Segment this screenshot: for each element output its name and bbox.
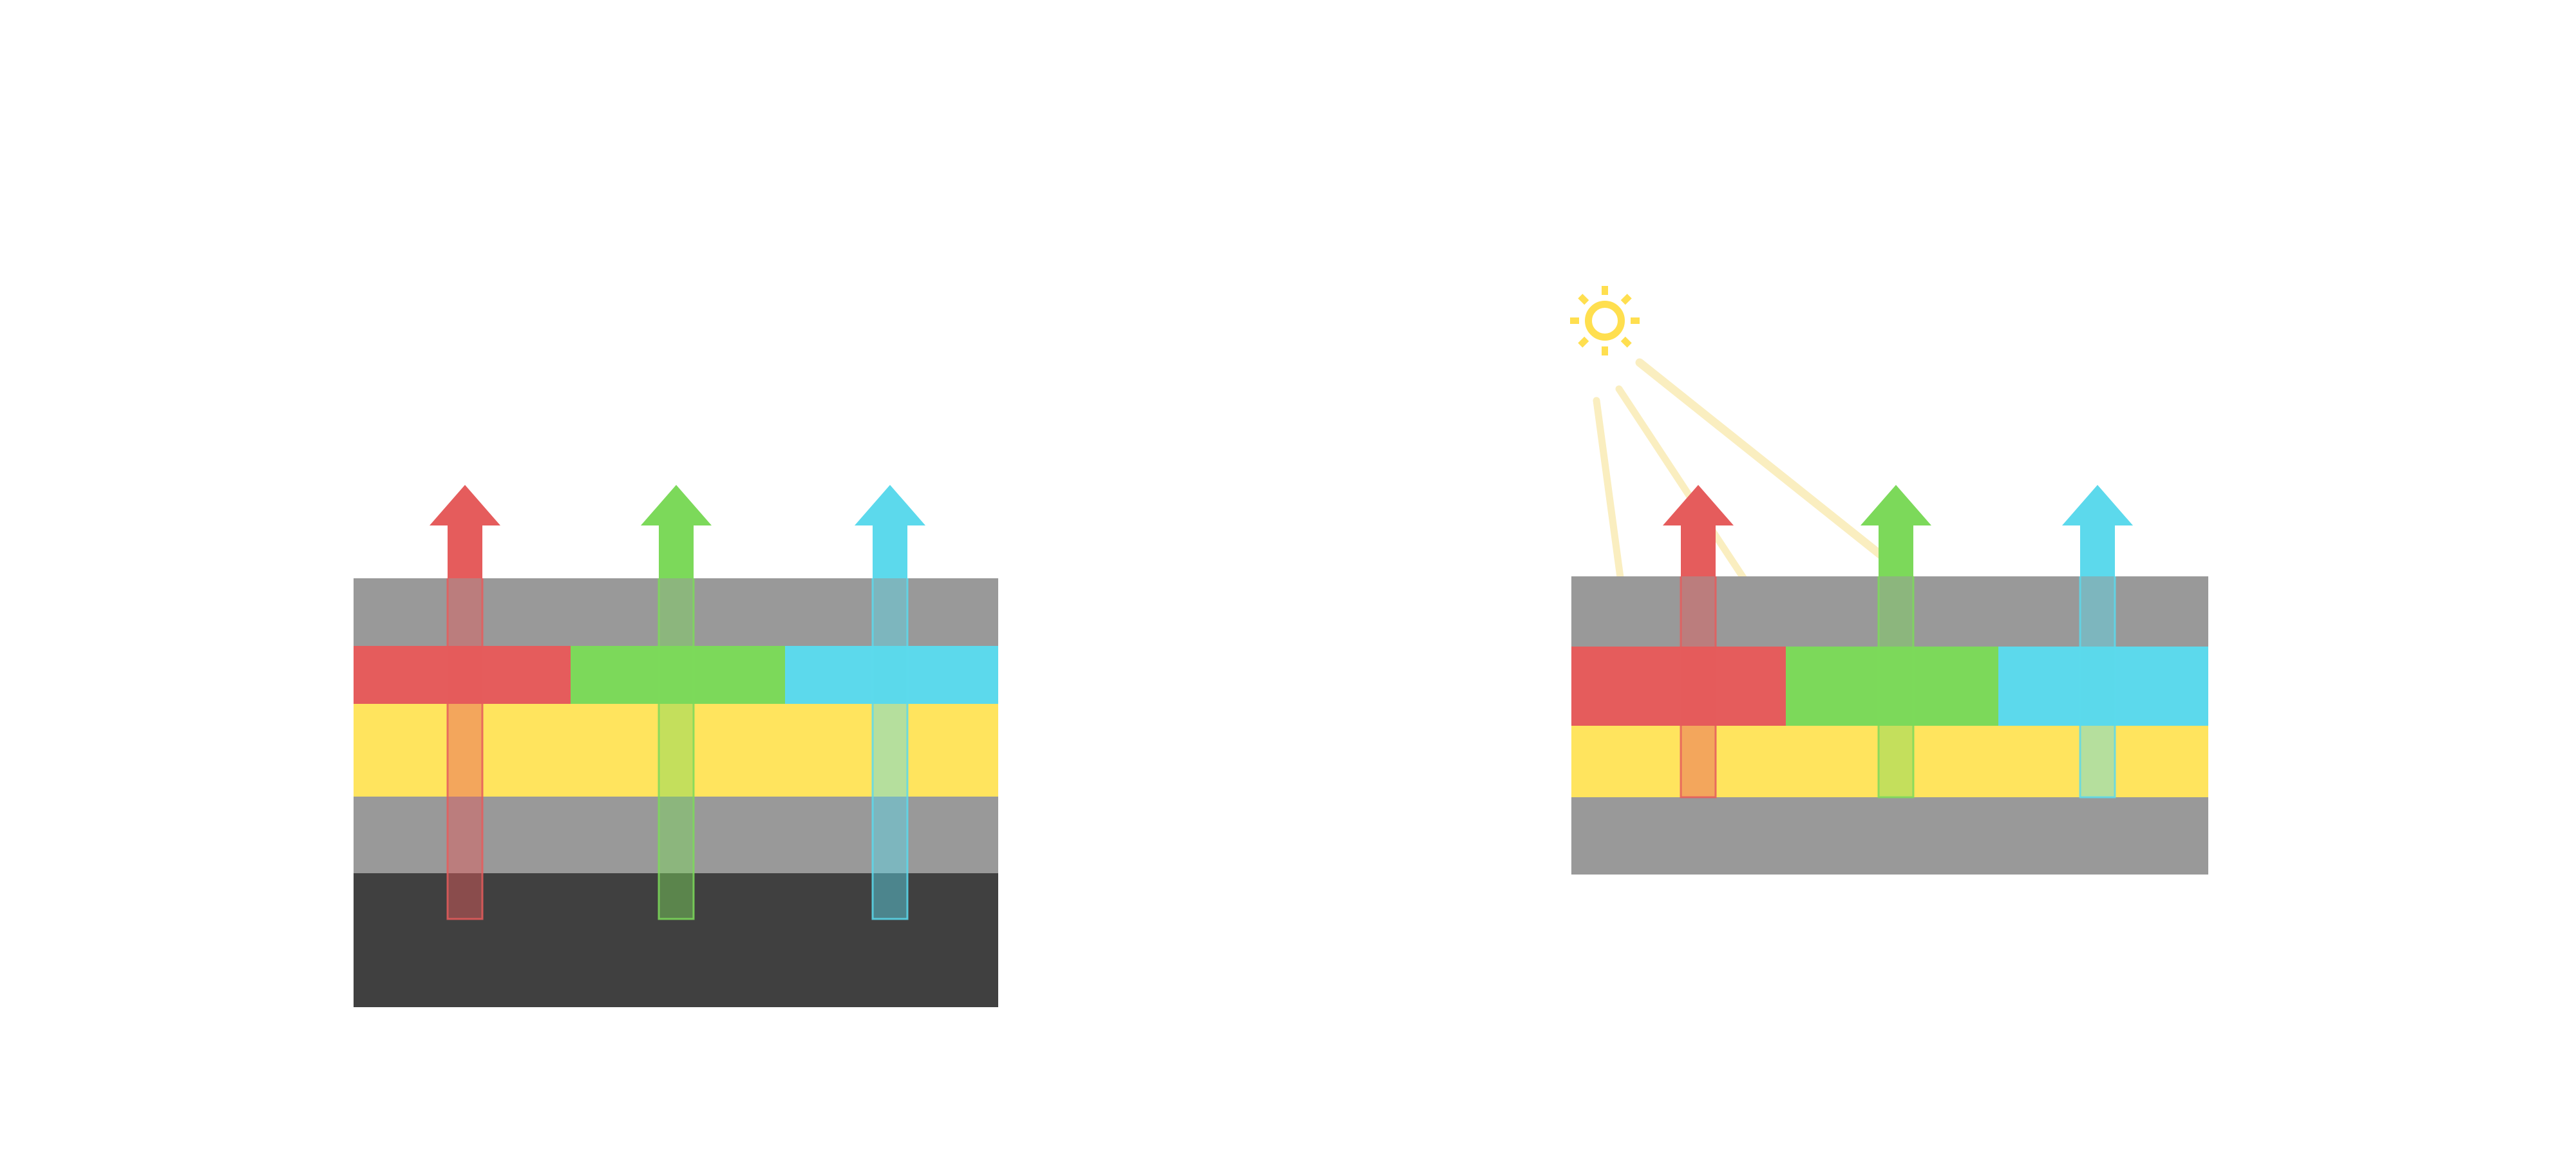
left-arrow-emission-heads [430,485,925,578]
right-arrow-shafts-inside-stack [1680,576,2116,799]
right-layer-stack [1571,576,2208,875]
sun-icon [1570,286,1640,355]
top-gray-layer [1571,576,2208,647]
color-filter-layer [354,646,998,704]
green-emission-arrow [1861,485,1931,576]
left-arrow-shafts-inside-stack [446,578,909,920]
top-gray-layer [354,578,998,646]
sun-spoke-4 [1620,336,1632,348]
green-emission-arrow-inside-stack [658,578,695,920]
yellow-layer [354,704,998,797]
cyan-filter [1998,647,2208,726]
left-panel-opaque-substrate [354,485,998,1007]
yellow-layer [1571,726,2208,797]
mid-gray-layer [354,797,998,873]
right-panel-transparent-substrate [1570,286,2208,875]
sun-spoke-2 [1620,294,1632,305]
green-emission-arrow [641,485,712,578]
red-emission-arrow-inside-stack [1680,576,1717,799]
green-emission-arrow-inside-stack [1877,576,1915,799]
cyan-filter [785,646,998,704]
red-emission-arrow [1663,485,1734,576]
bottom-gray-layer [1571,797,2208,875]
red-filter [354,646,571,704]
red-emission-arrow-inside-stack [446,578,484,920]
green-filter [1786,647,1998,726]
color-filter-layer [1571,647,2208,726]
red-emission-arrow [430,485,500,578]
right-arrow-emission-heads [1663,485,2133,576]
red-filter [1571,647,1786,726]
sun-core-ring [1585,301,1625,341]
left-layer-stack [354,578,998,1007]
cyan-emission-arrow [855,485,925,578]
cyan-emission-arrow [2062,485,2133,576]
green-filter [571,646,785,704]
cyan-emission-arrow-inside-stack [2079,576,2116,799]
dark-substrate-layer [354,873,998,1007]
sun-spoke-6 [1578,336,1589,348]
cyan-emission-arrow-inside-stack [871,578,909,920]
sun-spoke-8 [1578,294,1589,305]
